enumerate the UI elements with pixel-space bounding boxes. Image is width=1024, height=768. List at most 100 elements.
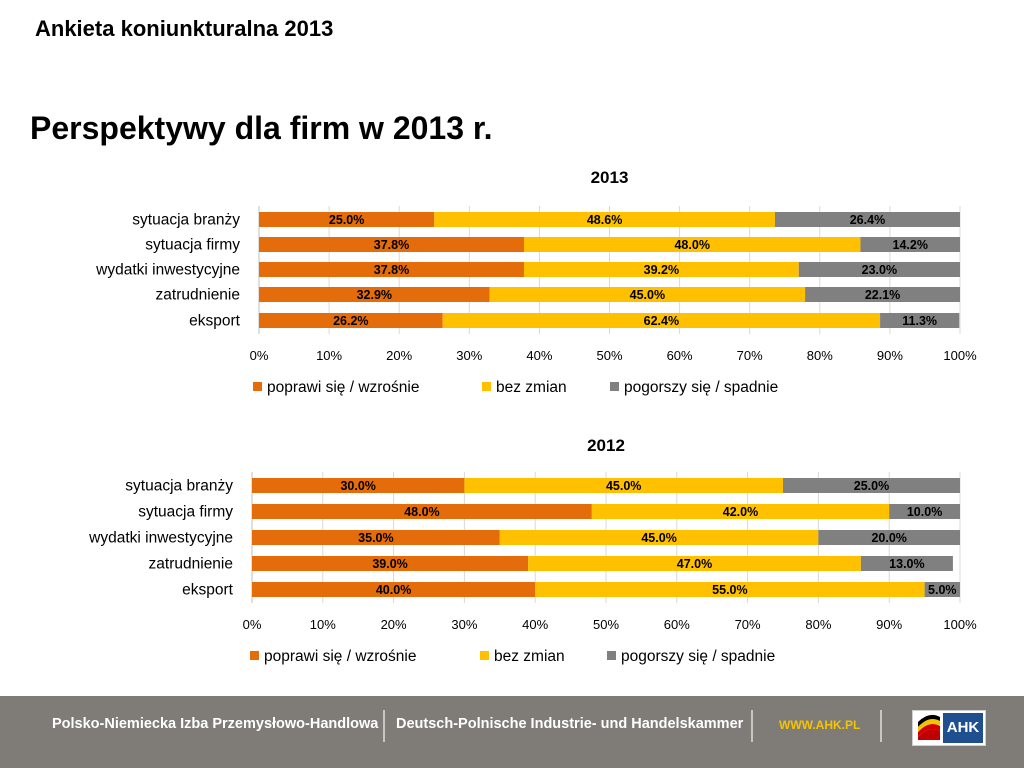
x-tick-label: 80%: [805, 617, 831, 632]
legend-label: poprawi się / wzrośnie: [267, 379, 419, 396]
data-label: 5.0%: [928, 583, 957, 597]
category-label: sytuacja branży: [125, 478, 233, 495]
x-tick-label: 60%: [664, 617, 690, 632]
bar-segment: [434, 212, 775, 227]
x-tick-label: 100%: [943, 348, 977, 363]
flag-icon: [918, 714, 940, 740]
data-label: 62.4%: [644, 314, 679, 328]
bar-segment: [259, 237, 524, 252]
x-tick-label: 50%: [596, 348, 622, 363]
footer-divider: [751, 710, 753, 742]
category-label: sytuacja firmy: [138, 504, 233, 521]
bar-segment: [489, 287, 806, 302]
x-tick-label: 30%: [451, 617, 477, 632]
x-tick-label: 40%: [526, 348, 552, 363]
data-label: 39.0%: [372, 557, 407, 571]
footer-divider: [880, 710, 882, 742]
legend-swatch: [253, 382, 262, 391]
x-tick-label: 100%: [943, 617, 977, 632]
category-label: sytuacja branży: [132, 212, 240, 229]
bar-segment: [442, 313, 881, 328]
x-tick-label: 0%: [243, 617, 262, 632]
bar-segment: [523, 262, 799, 277]
bar-segment: [499, 530, 819, 545]
category-label: zatrudnienie: [156, 287, 240, 304]
data-label: 14.2%: [893, 238, 928, 252]
footer-org-de: Deutsch-Polnische Industrie- und Handels…: [396, 716, 744, 732]
category-label: wydatki inwestycyjne: [88, 530, 233, 547]
data-label: 48.0%: [674, 238, 709, 252]
data-label: 13.0%: [889, 557, 924, 571]
bar-segment: [798, 262, 960, 277]
data-label: 26.4%: [850, 213, 885, 227]
legend-swatch: [250, 651, 259, 660]
data-label: 20.0%: [871, 531, 906, 545]
category-label: sytuacja firmy: [145, 237, 240, 254]
bar-segment: [259, 212, 435, 227]
chart-2013: 2013 0% 10% 20% 30% 40% 50% 60% 70% 80% 90% 100% syt…: [95, 168, 977, 396]
bar-segment: [252, 504, 592, 519]
footer-website-link[interactable]: WWW.AHK.PL: [779, 718, 861, 732]
x-tick-label: 70%: [737, 348, 763, 363]
data-label: 25.0%: [329, 213, 364, 227]
data-label: 45.0%: [630, 288, 665, 302]
chart-title: 2012: [587, 436, 625, 455]
x-tick-label: 90%: [876, 617, 902, 632]
data-label: 37.8%: [374, 238, 409, 252]
legend-label: pogorszy się / spadnie: [621, 648, 775, 665]
data-label: 39.2%: [644, 263, 679, 277]
footer: Polsko-Niemiecka Izba Przemysłowo-Handlo…: [0, 696, 1024, 768]
legend-swatch: [480, 651, 489, 660]
bar-segment: [889, 504, 960, 519]
bar-segment: [252, 478, 465, 493]
x-tick-label: 20%: [381, 617, 407, 632]
x-tick-label: 60%: [667, 348, 693, 363]
x-tick-label: 80%: [807, 348, 833, 363]
bar-segment: [259, 262, 524, 277]
x-tick-label: 40%: [522, 617, 548, 632]
legend-swatch: [610, 382, 619, 391]
ahk-logo[interactable]: AHK: [912, 710, 986, 746]
bar-segment: [860, 237, 960, 252]
data-label: 37.8%: [374, 263, 409, 277]
x-tick-label: 0%: [250, 348, 269, 363]
data-label: 26.2%: [333, 314, 368, 328]
legend-label: pogorszy się / spadnie: [624, 379, 778, 396]
legend-label: bez zmian: [494, 648, 565, 665]
x-tick-label: 10%: [316, 348, 342, 363]
x-tick-label: 50%: [593, 617, 619, 632]
legend-label: poprawi się / wzrośnie: [264, 648, 416, 665]
data-label: 40.0%: [376, 583, 411, 597]
data-label: 32.9%: [357, 288, 392, 302]
category-label: zatrudnienie: [149, 556, 233, 573]
x-tick-label: 30%: [456, 348, 482, 363]
bar-segment: [252, 530, 500, 545]
data-label: 25.0%: [854, 479, 889, 493]
bar-segment: [591, 504, 890, 519]
bar-segment: [924, 582, 960, 597]
bar-segment: [252, 556, 529, 571]
bar-segment: [774, 212, 960, 227]
x-tick-label: 90%: [877, 348, 903, 363]
bar-segment: [860, 556, 953, 571]
data-label: 42.0%: [723, 505, 758, 519]
bar-segment: [259, 287, 490, 302]
bar-segment: [252, 582, 536, 597]
data-label: 11.3%: [902, 314, 937, 328]
chart-title: 2013: [591, 168, 629, 187]
x-tick-label: 10%: [310, 617, 336, 632]
x-tick-label: 70%: [735, 617, 761, 632]
footer-org-pl: Polsko-Niemiecka Izba Przemysłowo-Handlo…: [52, 716, 379, 732]
bar-segment: [535, 582, 925, 597]
ahk-logo-text: AHK: [943, 713, 983, 743]
data-label: 23.0%: [862, 263, 897, 277]
bar-segment: [880, 313, 960, 328]
data-label: 48.0%: [404, 505, 439, 519]
footer-divider: [383, 710, 385, 742]
bar-segment: [523, 237, 861, 252]
category-label: wydatki inwestycyjne: [95, 262, 240, 279]
bar-segment: [818, 530, 960, 545]
legend-swatch: [607, 651, 616, 660]
legend-swatch: [482, 382, 491, 391]
legend-label: bez zmian: [496, 379, 567, 396]
